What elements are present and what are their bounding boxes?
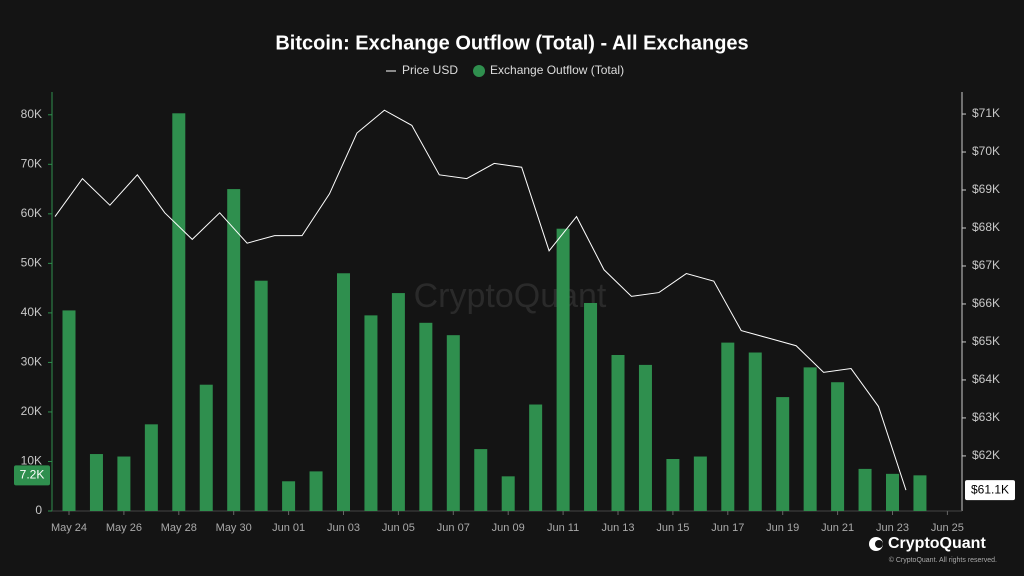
y2-tick-label: $66K: [972, 296, 1000, 310]
x-tick-label: May 30: [216, 522, 252, 534]
brand: CryptoQuant: [888, 535, 986, 552]
bar: [666, 458, 680, 511]
bar: [144, 424, 158, 511]
y2-tick-label: $71K: [972, 106, 1000, 120]
bar: [721, 342, 735, 511]
x-tick-label: Jun 17: [711, 522, 744, 534]
bar: [89, 454, 103, 511]
x-tick-label: May 26: [106, 522, 142, 534]
bar: [556, 228, 570, 511]
bar: [858, 468, 872, 511]
y2-tick-label: $63K: [972, 410, 1000, 424]
bar: [254, 280, 268, 511]
x-tick-label: Jun 23: [876, 522, 909, 534]
y-tick-label: 0: [35, 503, 42, 517]
y-tick-label: 70K: [21, 156, 42, 170]
bar: [886, 473, 899, 511]
x-tick-label: Jun 25: [931, 522, 964, 534]
watermark: CryptoQuant: [414, 277, 607, 315]
y-tick-label: 20K: [21, 404, 42, 418]
bar: [748, 352, 762, 511]
y2-tick-label: $65K: [972, 334, 1000, 348]
x-tick-label: May 28: [161, 522, 197, 534]
x-tick-label: Jun 11: [547, 522, 579, 534]
legend-label: Price USD: [402, 63, 458, 77]
legend-label: Exchange Outflow (Total): [490, 63, 624, 77]
bar: [117, 456, 131, 511]
bar: [776, 397, 790, 511]
bar: [611, 354, 625, 511]
x-tick-label: Jun 05: [382, 522, 415, 534]
current-price-box: [965, 480, 1015, 501]
bar: [62, 310, 76, 511]
x-tick-label: Jun 15: [656, 522, 689, 534]
x-tick-label: Jun 03: [327, 522, 360, 534]
bar: [446, 335, 460, 511]
current-price-label: $61.1K: [971, 482, 1009, 496]
bar: [913, 475, 927, 511]
bar: [309, 471, 323, 511]
bar: [584, 302, 598, 511]
y-tick-label: 50K: [21, 256, 42, 270]
bar: [337, 273, 350, 511]
y2-tick-label: $70K: [972, 144, 1000, 158]
x-tick-label: Jun 07: [437, 522, 470, 534]
current-outflow-label: 7.2K: [20, 468, 45, 482]
bar: [501, 476, 515, 511]
y2-tick-label: $62K: [972, 448, 1000, 462]
bar: [831, 382, 845, 511]
bar: [529, 404, 543, 511]
x-tick-label: Jun 21: [821, 522, 854, 534]
current-outflow-box: [14, 465, 50, 486]
bar: [391, 293, 405, 511]
y2-tick-label: $68K: [972, 220, 1000, 234]
y-tick-label: 80K: [21, 107, 42, 121]
x-tick-label: Jun 09: [492, 522, 525, 534]
bar: [364, 315, 378, 511]
y-tick-label: 30K: [21, 355, 42, 369]
y2-tick-label: $67K: [972, 258, 1000, 272]
x-tick-label: Jun 01: [272, 522, 305, 534]
bar: [803, 367, 817, 511]
bar: [282, 481, 296, 511]
bar: [227, 189, 241, 511]
x-tick-label: May 24: [51, 522, 87, 534]
bar: [693, 456, 707, 511]
y-tick-label: 10K: [21, 454, 42, 468]
x-tick-label: Jun 19: [766, 522, 799, 534]
x-tick-label: Jun 13: [601, 522, 634, 534]
y2-tick-label: $69K: [972, 182, 1000, 196]
bar: [638, 364, 652, 511]
y2-tick-label: $64K: [972, 372, 1000, 386]
bar: [474, 449, 488, 511]
y-tick-label: 60K: [21, 206, 42, 220]
bar: [172, 113, 186, 511]
brand-logo-cut: [875, 540, 883, 548]
bar: [199, 384, 213, 511]
y-tick-label: 40K: [21, 305, 42, 319]
copyright: © CryptoQuant. All rights reserved.: [889, 556, 997, 564]
price-line: [54, 109, 907, 491]
chart-title: Bitcoin: Exchange Outflow (Total) - All …: [275, 32, 748, 54]
bar: [419, 322, 433, 511]
legend-swatch: [473, 65, 486, 77]
